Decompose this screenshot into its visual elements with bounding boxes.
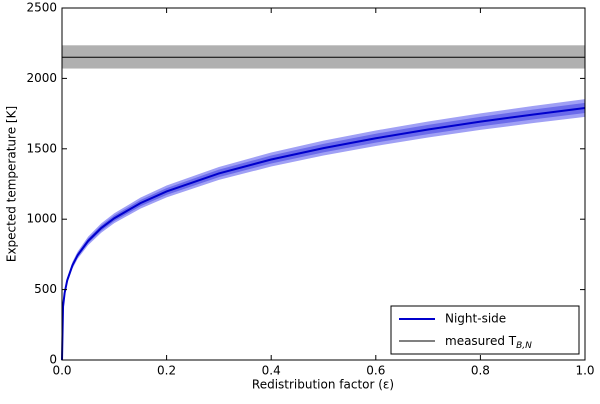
legend-box bbox=[390, 305, 580, 355]
x-tick-label: 0.2 bbox=[157, 364, 176, 378]
y-tick-label: 2500 bbox=[26, 1, 57, 15]
y-tick-label: 1500 bbox=[26, 141, 57, 155]
x-tick-label: 0.0 bbox=[52, 364, 71, 378]
x-tick-label: 0.6 bbox=[366, 364, 385, 378]
y-tick-label: 500 bbox=[34, 282, 57, 296]
x-tick-label: 0.4 bbox=[262, 364, 281, 378]
legend-label: measured TB,N bbox=[445, 334, 532, 351]
y-tick-label: 1000 bbox=[26, 212, 57, 226]
legend-label: Night-side bbox=[445, 312, 506, 326]
plot-frame bbox=[61, 7, 586, 361]
x-tick-label: 1.0 bbox=[575, 364, 594, 378]
x-axis-label: Redistribution factor (ε) bbox=[252, 378, 394, 392]
series-line bbox=[61, 106, 586, 361]
y-tick-label: 2000 bbox=[26, 71, 57, 85]
y-tick-label: 0 bbox=[49, 353, 57, 367]
legend-label-subscript: B,N bbox=[516, 341, 532, 351]
x-tick-label: 0.8 bbox=[471, 364, 490, 378]
legend-label-main: measured T bbox=[445, 334, 517, 348]
y-axis-label: Expected temperature [K] bbox=[5, 106, 19, 262]
